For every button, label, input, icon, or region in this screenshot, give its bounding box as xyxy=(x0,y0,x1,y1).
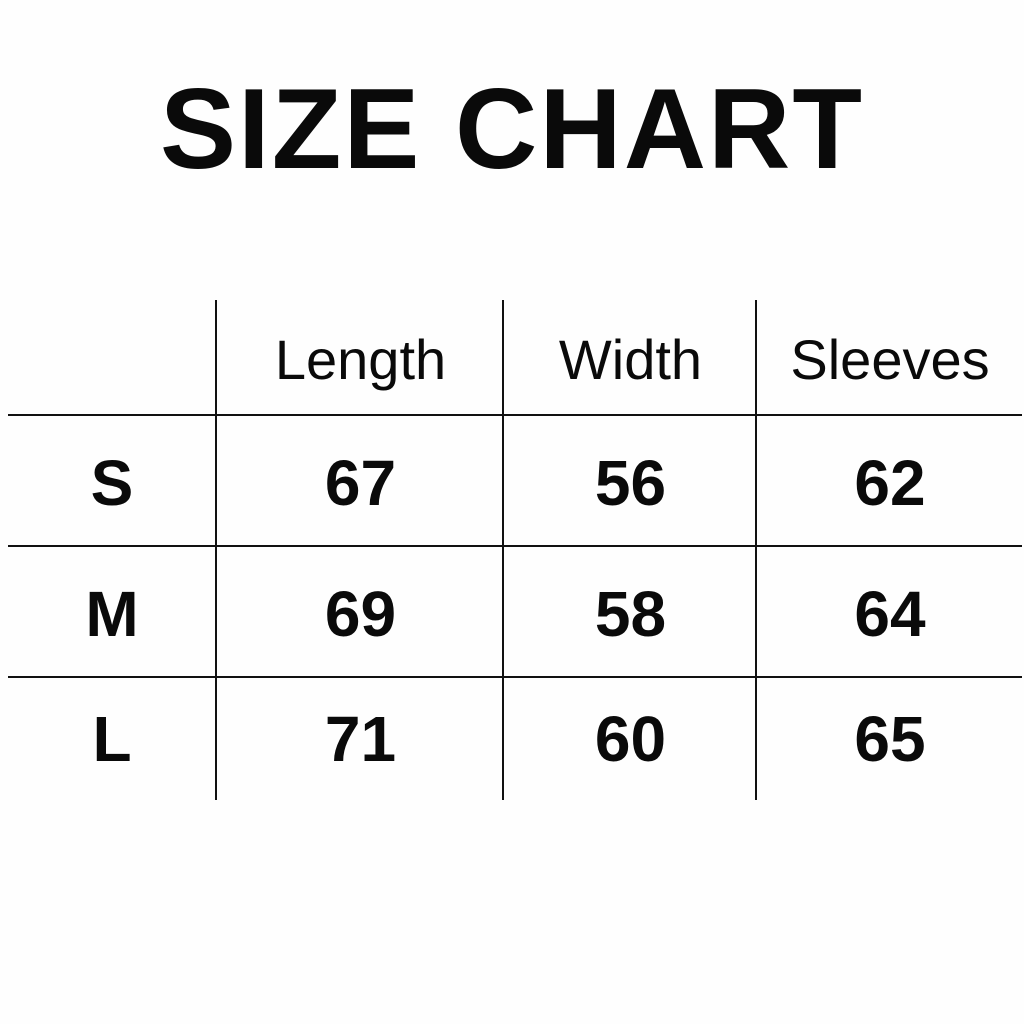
page-title: SIZE CHART xyxy=(160,66,864,193)
width-value: 56 xyxy=(594,446,667,519)
column-divider xyxy=(502,300,504,800)
width-value: 58 xyxy=(594,577,667,650)
row-divider xyxy=(8,545,1022,547)
row-divider xyxy=(8,676,1022,678)
header-width: Width xyxy=(558,328,703,391)
column-divider xyxy=(755,300,757,800)
length-value: 67 xyxy=(324,446,397,519)
row-divider xyxy=(8,414,1022,416)
size-label: M xyxy=(85,577,139,650)
size-label: S xyxy=(90,446,134,519)
header-length: Length xyxy=(274,328,447,391)
length-value: 71 xyxy=(324,703,397,775)
sleeves-value: 64 xyxy=(854,577,926,650)
size-label: L xyxy=(92,703,132,775)
sleeves-value: 62 xyxy=(854,446,926,519)
column-divider xyxy=(215,300,217,800)
width-value: 60 xyxy=(594,703,667,775)
length-value: 69 xyxy=(324,577,397,650)
header-sleeves: Sleeves xyxy=(790,328,990,391)
sleeves-value: 65 xyxy=(854,703,926,775)
